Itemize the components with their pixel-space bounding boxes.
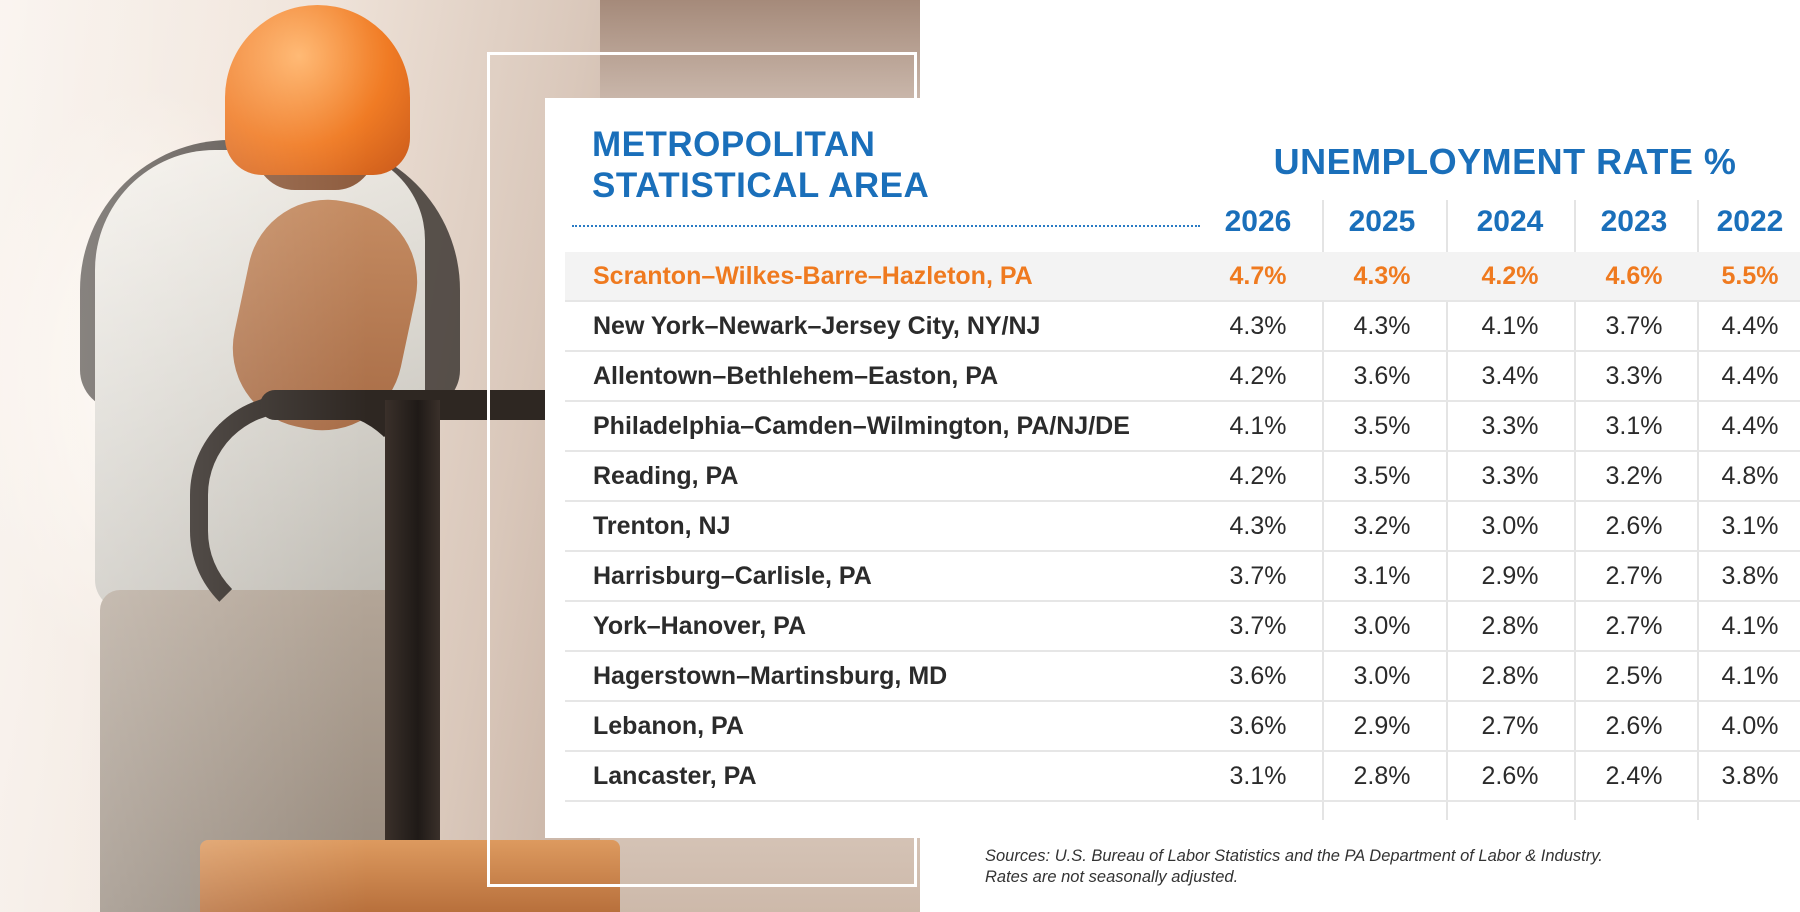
column-divider-1: [1322, 200, 1324, 820]
rate-cell-2024: 2.8%: [1481, 662, 1539, 690]
rate-cell-2026: 4.3%: [1229, 512, 1287, 540]
rate-cell-2023: 2.4%: [1605, 762, 1663, 790]
rate-cell-2026: 4.3%: [1229, 312, 1287, 340]
rate-cell-2025: 3.1%: [1353, 562, 1411, 590]
sources-line-1: Sources: U.S. Bureau of Labor Statistics…: [985, 847, 1603, 865]
rate-cell-2024: 2.7%: [1481, 712, 1539, 740]
table-row: York–Hanover, PA 3.7% 3.0% 2.8% 2.7% 4.1%: [565, 602, 1800, 652]
rate-cell-2024: 3.4%: [1481, 362, 1539, 390]
rate-cell-2024: 3.3%: [1481, 462, 1539, 490]
area-name: Harrisburg–Carlisle, PA: [593, 562, 872, 590]
rate-cell-2022: 4.4%: [1721, 412, 1779, 440]
rate-cell-2025: 4.3%: [1353, 312, 1411, 340]
column-header-2026: 2026: [1224, 205, 1292, 238]
rate-cell-2024: 2.8%: [1481, 612, 1539, 640]
area-name: Scranton–Wilkes-Barre–Hazleton, PA: [593, 262, 1033, 290]
area-name: Lebanon, PA: [593, 712, 744, 740]
rate-cell-2025: 2.8%: [1353, 762, 1411, 790]
rate-cell-2023: 2.6%: [1605, 512, 1663, 540]
rate-cell-2022: 4.1%: [1721, 612, 1779, 640]
table-row: Lancaster, PA 3.1% 2.8% 2.6% 2.4% 3.8%: [565, 752, 1800, 802]
rate-cell-2023: 2.7%: [1605, 612, 1663, 640]
table-row: Scranton–Wilkes-Barre–Hazleton, PA 4.7% 4.…: [565, 252, 1800, 302]
table-row: Allentown–Bethlehem–Easton, PA 4.2% 3.6% 3.…: [565, 352, 1800, 402]
rate-cell-2023: 4.6%: [1605, 262, 1663, 290]
rate-cell-2022: 4.4%: [1721, 312, 1779, 340]
column-divider-4: [1697, 200, 1699, 820]
area-name: Reading, PA: [593, 462, 739, 490]
rate-cell-2025: 3.5%: [1353, 462, 1411, 490]
sources-line-2: Rates are not seasonally adjusted.: [985, 868, 1239, 886]
rate-cell-2023: 2.7%: [1605, 562, 1663, 590]
rate-cell-2023: 3.7%: [1605, 312, 1663, 340]
hard-hat-icon: [225, 5, 410, 175]
column-header-2025: 2025: [1348, 205, 1416, 238]
rate-cell-2026: 4.2%: [1229, 362, 1287, 390]
area-name: York–Hanover, PA: [593, 612, 807, 640]
rate-cell-2026: 3.7%: [1229, 612, 1287, 640]
table-row: Philadelphia–Camden–Wilmington, PA/NJ/DE…: [565, 402, 1800, 452]
rate-cell-2024: 2.9%: [1481, 562, 1539, 590]
rate-cell-2026: 4.1%: [1229, 412, 1287, 440]
rate-cell-2024: 3.0%: [1481, 512, 1539, 540]
pallet-jack-pole: [385, 400, 440, 840]
area-name: Philadelphia–Camden–Wilmington, PA/NJ/DE: [593, 412, 1130, 440]
rate-cell-2024: 4.2%: [1481, 262, 1539, 290]
table-row: Trenton, NJ 4.3% 3.2% 3.0% 2.6% 3.1%: [565, 502, 1800, 552]
chart-title: UNEMPLOYMENT RATE %: [1273, 141, 1737, 182]
table-card: [545, 98, 1800, 838]
rate-cell-2026: 3.6%: [1229, 712, 1287, 740]
rate-cell-2024: 3.3%: [1481, 412, 1539, 440]
column-header-2022: 2022: [1716, 205, 1784, 238]
table-row: Lebanon, PA 3.6% 2.9% 2.7% 2.6% 4.0%: [565, 702, 1800, 752]
area-name: New York–Newark–Jersey City, NY/NJ: [593, 312, 1041, 340]
table-row: New York–Newark–Jersey City, NY/NJ 4.3% 4.…: [565, 302, 1800, 352]
rate-cell-2026: 3.1%: [1229, 762, 1287, 790]
rate-cell-2022: 5.5%: [1721, 262, 1779, 290]
rate-cell-2022: 3.1%: [1721, 512, 1779, 540]
rate-cell-2025: 3.2%: [1353, 512, 1411, 540]
rate-cell-2025: 3.0%: [1353, 612, 1411, 640]
footer-area: [920, 838, 1800, 912]
rate-cell-2025: 4.3%: [1353, 262, 1411, 290]
rate-cell-2026: 3.6%: [1229, 662, 1287, 690]
rate-cell-2022: 4.0%: [1721, 712, 1779, 740]
rate-cell-2023: 3.3%: [1605, 362, 1663, 390]
rate-cell-2024: 2.6%: [1481, 762, 1539, 790]
rate-cell-2022: 3.8%: [1721, 762, 1779, 790]
area-name: Trenton, NJ: [593, 512, 731, 540]
rate-cell-2025: 3.6%: [1353, 362, 1411, 390]
rate-cell-2022: 4.4%: [1721, 362, 1779, 390]
table-row: Reading, PA 4.2% 3.5% 3.3% 3.2% 4.8%: [565, 452, 1800, 502]
rate-cell-2023: 3.1%: [1605, 412, 1663, 440]
table-row: Hagerstown–Martinsburg, MD 3.6% 3.0% 2.8% 2.…: [565, 652, 1800, 702]
column-header-2024: 2024: [1476, 205, 1544, 238]
rate-cell-2023: 2.5%: [1605, 662, 1663, 690]
rate-cell-2023: 2.6%: [1605, 712, 1663, 740]
area-name: Allentown–Bethlehem–Easton, PA: [593, 362, 999, 390]
column-header-2023: 2023: [1600, 205, 1668, 238]
column-divider-2: [1446, 200, 1448, 820]
area-name: Lancaster, PA: [593, 762, 757, 790]
rate-cell-2026: 4.2%: [1229, 462, 1287, 490]
rate-cell-2024: 4.1%: [1481, 312, 1539, 340]
rate-cell-2026: 3.7%: [1229, 562, 1287, 590]
rate-cell-2025: 3.5%: [1353, 412, 1411, 440]
table-row: Harrisburg–Carlisle, PA 3.7% 3.1% 2.9% 2.7% 3…: [565, 552, 1800, 602]
area-name: Hagerstown–Martinsburg, MD: [593, 662, 948, 690]
rate-cell-2026: 4.7%: [1229, 262, 1287, 290]
sources-note: Sources: U.S. Bureau of Labor Statistics…: [985, 846, 1785, 888]
rate-cell-2022: 4.1%: [1721, 662, 1779, 690]
dotted-divider: [572, 225, 1200, 227]
cardboard-box: [200, 840, 620, 912]
rate-cell-2022: 3.8%: [1721, 562, 1779, 590]
rate-cell-2022: 4.8%: [1721, 462, 1779, 490]
rate-cell-2025: 3.0%: [1353, 662, 1411, 690]
rate-cell-2025: 2.9%: [1353, 712, 1411, 740]
column-divider-3: [1574, 200, 1576, 820]
row-header-title: METROPOLITAN STATISTICAL AREA: [592, 125, 930, 205]
rate-cell-2023: 3.2%: [1605, 462, 1663, 490]
